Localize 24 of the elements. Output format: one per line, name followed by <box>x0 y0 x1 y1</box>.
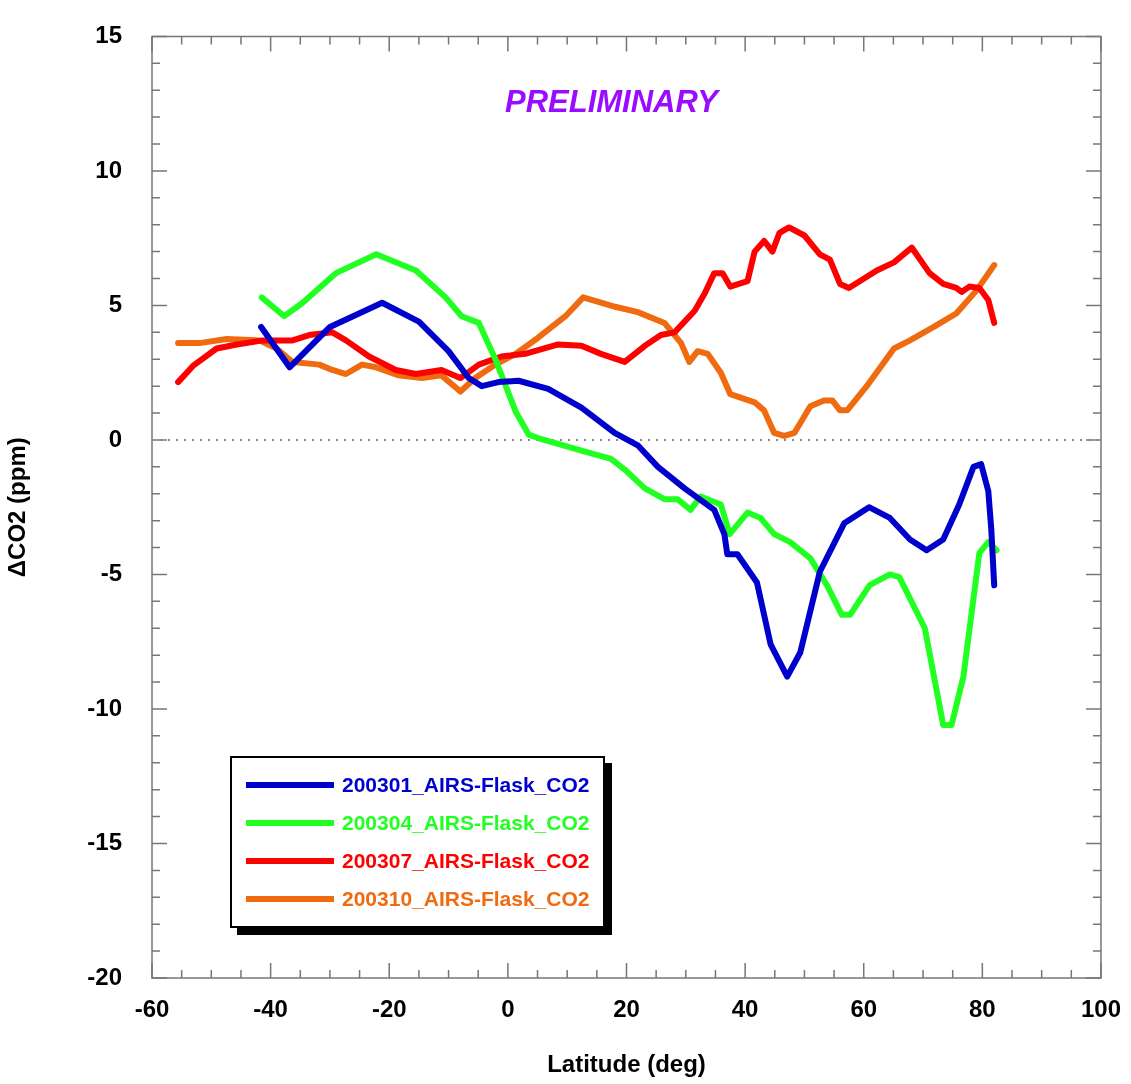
y-axis-title: ΔCO2 (ppm) <box>3 437 31 578</box>
y-tick-label: 0 <box>108 424 122 452</box>
y-tick-label: -10 <box>87 693 122 721</box>
x-tick-label: -40 <box>253 995 288 1023</box>
y-tick-label: -20 <box>87 962 122 990</box>
legend-label: 200307_AIRS-Flask_CO2 <box>342 849 590 873</box>
x-tick-label: 60 <box>850 995 878 1023</box>
legend-label: 200310_AIRS-Flask_CO2 <box>342 887 590 911</box>
x-tick-label: 80 <box>969 995 996 1023</box>
y-tick-label: 15 <box>95 21 122 49</box>
x-tick-label: -20 <box>371 995 407 1023</box>
x-axis-title: Latitude (deg) <box>547 1050 706 1078</box>
x-tick-label: 0 <box>501 995 515 1023</box>
y-tick-label: -5 <box>100 559 122 587</box>
x-tick-label: 20 <box>613 995 640 1023</box>
y-tick-label: -15 <box>87 828 122 856</box>
legend-label: 200301_AIRS-Flask_CO2 <box>342 773 590 797</box>
x-tick-label: 40 <box>731 995 759 1023</box>
x-tick-label: 100 <box>1080 995 1121 1023</box>
y-tick-label: 10 <box>95 155 122 183</box>
y-tick-label: 5 <box>108 290 122 318</box>
annotation: PRELIMINARY <box>504 83 722 119</box>
x-tick-label: -60 <box>134 995 170 1023</box>
legend-label: 200304_AIRS-Flask_CO2 <box>342 811 590 835</box>
